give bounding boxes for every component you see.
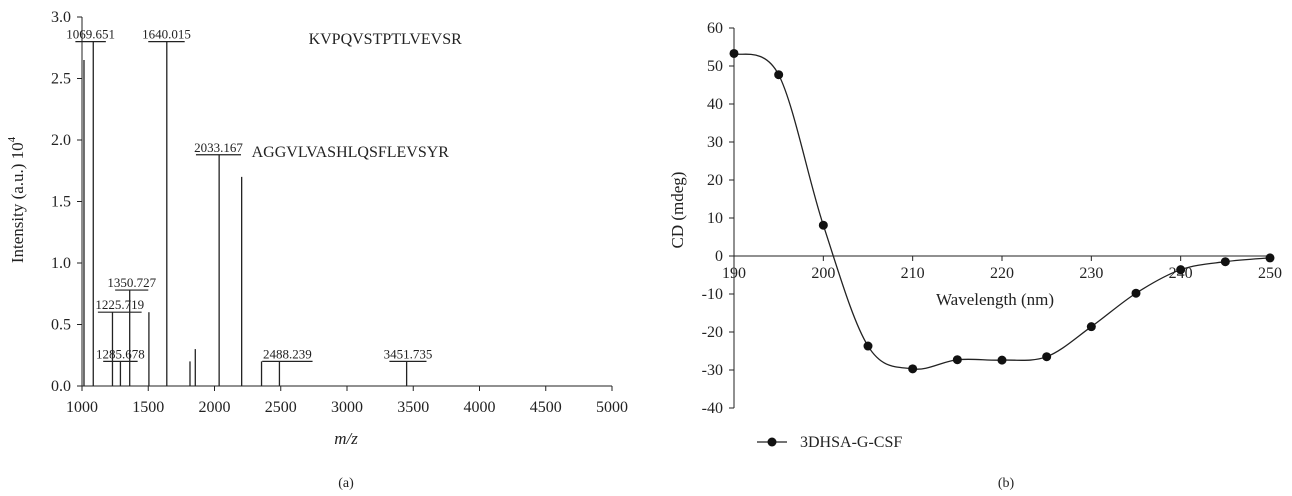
chart-b-x-tick-label: 250 [1258, 265, 1282, 282]
chart-a-y-tick-label: 0.0 [51, 378, 71, 395]
chart-a-peak-label: 1350.727 [107, 275, 156, 290]
chart-b-y-tick-label: 60 [707, 20, 723, 37]
chart-a-y-tick-label: 1.5 [51, 194, 71, 211]
chart-b-x-tick-label: 220 [990, 265, 1014, 282]
chart-a-peak-label: 1285.678 [96, 346, 145, 361]
chart-b-x-tick-label: 190 [722, 265, 746, 282]
chart-b-y-tick-label: 30 [707, 134, 723, 151]
chart-b-data-point [997, 355, 1007, 365]
chart-a-x-tick-label: 2500 [265, 399, 297, 416]
chart-a-x-tick-label: 3500 [397, 399, 429, 416]
chart-a-x-tick-label: 3000 [331, 399, 363, 416]
chart-a: 0.0 0.5 1.0 1.5 2.0 2.5 3.0 1000 1500 2000 2500 300… [51, 9, 628, 416]
chart-b-data-point [818, 220, 828, 230]
chart-b-data-point [1042, 352, 1052, 362]
chart-a-x-tick-label: 1500 [132, 399, 164, 416]
chart-a-sequence-label: AGGVLVASHLQSFLEVSYR [252, 144, 450, 161]
chart-a-y-tick-label: 1.0 [51, 255, 71, 272]
chart-b-data-point [1086, 322, 1096, 332]
chart-b-x-axis-label: Wavelength (nm) [936, 290, 1054, 309]
chart-a-x-tick-label: 4500 [530, 399, 562, 416]
chart-b-x-tick-label: 230 [1079, 265, 1103, 282]
chart-b-y-tick-label: -10 [702, 286, 723, 303]
chart-a-x-tick-label: 2000 [199, 399, 231, 416]
chart-b-data-point [1131, 288, 1141, 298]
chart-b-data-point [952, 355, 962, 365]
chart-a-peak-label: 2033.167 [194, 140, 243, 155]
chart-b-data-point [863, 341, 873, 351]
chart-b: -40 -30 -20 -10 0 10 20 30 40 50 60 190 200 210 220 230… [702, 20, 1282, 451]
chart-b-y-tick-label: -30 [702, 362, 723, 379]
chart-b-data-point [729, 48, 739, 58]
chart-b-y-tick-label: 40 [707, 96, 723, 113]
chart-b-legend-label: 3DHSA-G-CSF [800, 434, 902, 451]
chart-b-series-line [733, 52, 1271, 370]
chart-b-y-tick-label: -20 [702, 324, 723, 341]
chart-b-data-point [1265, 253, 1275, 263]
chart-b-data-point [1220, 257, 1230, 267]
chart-a-panel-label: (a) [338, 476, 354, 491]
chart-b-data-point [908, 364, 918, 374]
chart-b-data-point [1176, 265, 1186, 275]
chart-b-y-tick-label: 20 [707, 172, 723, 189]
chart-a-y-tick-label: 2.0 [51, 132, 71, 149]
chart-a-y-axis-label: Intensity (a.u.) 104 [6, 136, 27, 263]
chart-b-x-tick-label: 200 [811, 265, 835, 282]
chart-b-y-tick-label: -40 [702, 400, 723, 417]
chart-a-x-tick-label: 5000 [596, 399, 628, 416]
chart-a-y-tick-label: 3.0 [51, 9, 71, 26]
chart-a-x-tick-label: 4000 [464, 399, 496, 416]
chart-a-y-tick-label: 0.5 [51, 317, 71, 334]
chart-a-peak-label: 1640.015 [142, 27, 191, 42]
chart-a-x-tick-label: 1000 [66, 399, 98, 416]
chart-a-peak-label: 1225.719 [95, 297, 144, 312]
chart-a-x-axis-label: m/z [334, 429, 358, 448]
chart-b-data-point [774, 70, 784, 80]
chart-a-peak-label: 3451.735 [384, 346, 433, 361]
chart-a-y-tick-label: 2.5 [51, 71, 71, 88]
chart-b-y-axis-label: CD (mdeg) [668, 172, 687, 249]
chart-a-peak-label: 2488.239 [263, 346, 312, 361]
chart-a-sequence-label: KVPQVSTPTLVEVSR [309, 31, 463, 48]
chart-b-x-tick-label: 210 [901, 265, 925, 282]
chart-b-panel-label: (b) [998, 476, 1015, 491]
chart-a-peak-label: 1069.651 [66, 27, 115, 42]
chart-b-y-tick-label: 0 [715, 248, 723, 265]
chart-b-legend-marker [767, 437, 777, 447]
chart-b-y-tick-label: 10 [707, 210, 723, 227]
chart-b-y-tick-label: 50 [707, 58, 723, 75]
